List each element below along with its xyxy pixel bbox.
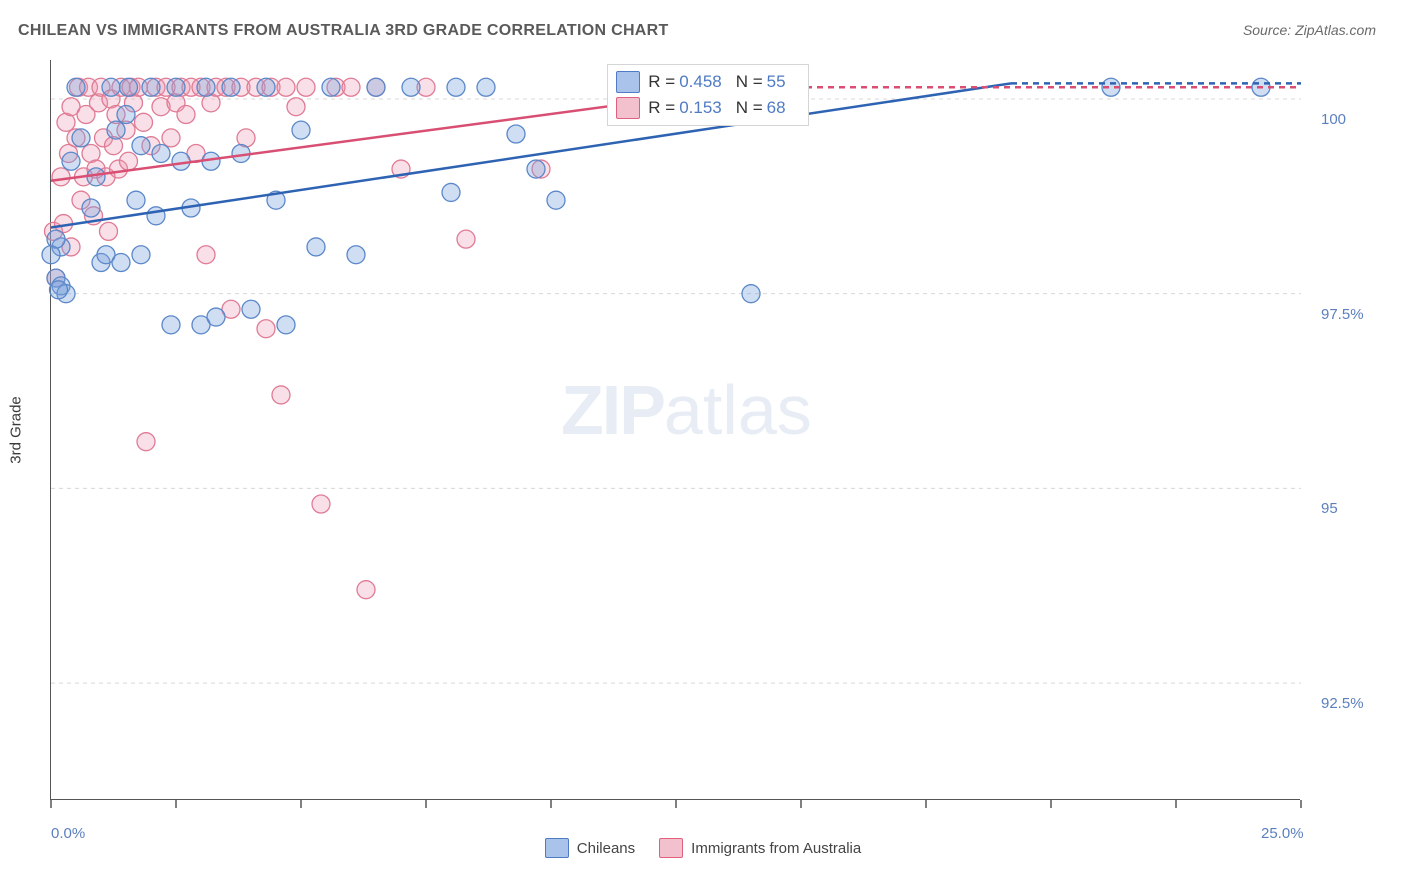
scatter-point: [277, 78, 295, 96]
scatter-point: [272, 386, 290, 404]
scatter-point: [120, 78, 138, 96]
y-tick-label: 97.5%: [1321, 306, 1364, 323]
scatter-point: [507, 125, 525, 143]
scatter-point: [72, 129, 90, 147]
y-tick-label: 92.5%: [1321, 695, 1364, 712]
scatter-point: [107, 121, 125, 139]
scatter-point: [135, 113, 153, 131]
scatter-point: [172, 152, 190, 170]
scatter-point: [277, 316, 295, 334]
scatter-point: [527, 160, 545, 178]
scatter-point: [287, 98, 305, 116]
scatter-point: [342, 78, 360, 96]
scatter-point: [142, 78, 160, 96]
scatter-point: [132, 137, 150, 155]
legend-label: Immigrants from Australia: [691, 840, 861, 857]
scatter-point: [82, 199, 100, 217]
legend-item: Chileans: [545, 838, 635, 858]
scatter-point: [120, 152, 138, 170]
scatter-point: [62, 152, 80, 170]
scatter-point: [102, 78, 120, 96]
scatter-point: [100, 222, 118, 240]
scatter-point: [162, 316, 180, 334]
scatter-point: [292, 121, 310, 139]
stats-swatch: [616, 97, 640, 119]
scatter-point: [127, 191, 145, 209]
scatter-point: [257, 320, 275, 338]
scatter-point: [50, 281, 68, 299]
plot-svg: [51, 60, 1300, 799]
scatter-point: [347, 246, 365, 264]
stats-n-value: 68: [767, 98, 786, 118]
scatter-point: [132, 246, 150, 264]
stats-r-value: 0.458: [679, 72, 722, 92]
scatter-point: [447, 78, 465, 96]
scatter-point: [222, 78, 240, 96]
stats-n-value: 55: [767, 72, 786, 92]
scatter-point: [112, 254, 130, 272]
stats-swatch: [616, 71, 640, 93]
bottom-legend: Chileans Immigrants from Australia: [0, 838, 1406, 862]
chart-title: CHILEAN VS IMMIGRANTS FROM AUSTRALIA 3RD…: [18, 22, 669, 40]
stats-r-label: R =: [648, 98, 675, 118]
stats-row: R =0.458 N =55: [614, 69, 801, 95]
scatter-point: [367, 78, 385, 96]
scatter-point: [322, 78, 340, 96]
scatter-point: [67, 78, 85, 96]
scatter-point: [152, 144, 170, 162]
scatter-point: [87, 168, 105, 186]
legend-item: Immigrants from Australia: [659, 838, 861, 858]
source-name: ZipAtlas.com: [1295, 22, 1376, 38]
scatter-point: [137, 433, 155, 451]
scatter-point: [547, 191, 565, 209]
scatter-point: [162, 129, 180, 147]
scatter-point: [312, 495, 330, 513]
source-attribution: Source: ZipAtlas.com: [1243, 22, 1376, 38]
scatter-point: [117, 106, 135, 124]
scatter-point: [207, 308, 225, 326]
scatter-point: [52, 168, 70, 186]
stats-n-label: N =: [736, 98, 763, 118]
stats-row: R =0.153 N =68: [614, 95, 801, 121]
plot-area: 3rd Grade R =0.458N =55R =0.153N =68 ZIP…: [50, 60, 1300, 800]
legend-swatch: [545, 838, 569, 858]
source-prefix: Source:: [1243, 22, 1295, 38]
legend-label: Chileans: [577, 840, 635, 857]
scatter-point: [177, 106, 195, 124]
scatter-point: [297, 78, 315, 96]
scatter-point: [307, 238, 325, 256]
y-axis-label: 3rd Grade: [8, 396, 25, 464]
stats-r-value: 0.153: [679, 98, 722, 118]
y-tick-label: 100: [1321, 111, 1346, 128]
scatter-point: [197, 246, 215, 264]
scatter-point: [477, 78, 495, 96]
scatter-point: [402, 78, 420, 96]
y-tick-label: 95: [1321, 500, 1338, 517]
scatter-point: [442, 183, 460, 201]
stats-r-label: R =: [648, 72, 675, 92]
scatter-point: [742, 285, 760, 303]
scatter-point: [242, 300, 260, 318]
stats-box: R =0.458 N =55 R =0.153 N =68: [607, 64, 808, 126]
legend-swatch: [659, 838, 683, 858]
scatter-point: [197, 78, 215, 96]
scatter-point: [147, 207, 165, 225]
scatter-point: [257, 78, 275, 96]
scatter-point: [457, 230, 475, 248]
scatter-point: [167, 78, 185, 96]
scatter-point: [357, 581, 375, 599]
stats-n-label: N =: [736, 72, 763, 92]
scatter-point: [42, 246, 60, 264]
